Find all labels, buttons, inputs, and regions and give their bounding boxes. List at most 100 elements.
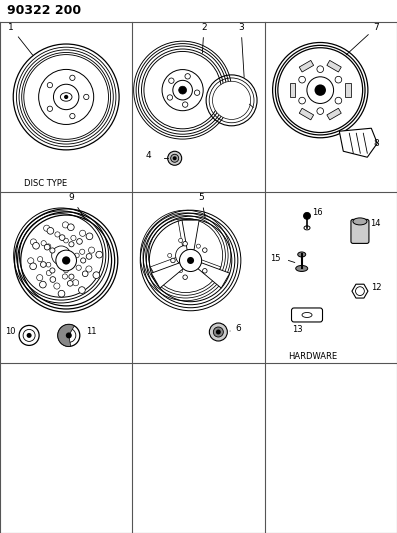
Circle shape: [70, 75, 75, 80]
Text: 8: 8: [373, 139, 379, 148]
Circle shape: [27, 333, 32, 338]
Circle shape: [40, 281, 46, 288]
Circle shape: [169, 78, 174, 83]
Polygon shape: [150, 257, 179, 280]
Circle shape: [40, 262, 46, 268]
Circle shape: [44, 244, 50, 250]
Circle shape: [62, 274, 67, 279]
Circle shape: [335, 76, 342, 83]
Text: HARDWARE: HARDWARE: [289, 352, 337, 361]
Polygon shape: [327, 108, 341, 120]
Circle shape: [187, 257, 194, 264]
Circle shape: [179, 269, 183, 272]
Circle shape: [173, 156, 177, 160]
Circle shape: [168, 151, 182, 165]
Circle shape: [46, 270, 52, 276]
Text: 14: 14: [370, 219, 380, 228]
Circle shape: [168, 253, 172, 257]
Wedge shape: [58, 325, 74, 346]
Circle shape: [52, 246, 71, 265]
Circle shape: [47, 106, 52, 111]
Circle shape: [64, 268, 68, 273]
Circle shape: [77, 239, 82, 244]
Polygon shape: [345, 84, 351, 97]
Circle shape: [46, 262, 51, 267]
Ellipse shape: [302, 312, 312, 318]
Circle shape: [79, 249, 85, 254]
Text: 5: 5: [198, 193, 205, 217]
Circle shape: [212, 81, 251, 119]
Text: 6: 6: [230, 324, 241, 333]
Text: DISC TYPE: DISC TYPE: [24, 179, 67, 188]
Circle shape: [58, 290, 65, 297]
Circle shape: [41, 240, 46, 246]
Text: 9: 9: [69, 193, 85, 220]
Text: 2: 2: [201, 23, 207, 53]
Circle shape: [54, 84, 79, 110]
Circle shape: [33, 243, 39, 249]
Circle shape: [86, 233, 93, 240]
Circle shape: [46, 244, 51, 248]
Text: 90322 200: 90322 200: [7, 4, 81, 17]
Polygon shape: [178, 219, 193, 246]
Circle shape: [307, 77, 333, 103]
Circle shape: [335, 98, 342, 104]
Text: 1: 1: [8, 23, 33, 55]
Circle shape: [44, 225, 50, 231]
Circle shape: [84, 94, 89, 100]
Circle shape: [86, 266, 92, 272]
Circle shape: [75, 253, 79, 258]
Circle shape: [197, 244, 200, 248]
Circle shape: [304, 212, 310, 220]
Circle shape: [197, 263, 200, 267]
Polygon shape: [327, 60, 341, 72]
Text: 10: 10: [5, 327, 16, 336]
Circle shape: [317, 108, 324, 115]
Circle shape: [47, 228, 54, 234]
Circle shape: [81, 258, 86, 263]
Ellipse shape: [353, 218, 367, 225]
Circle shape: [202, 269, 207, 273]
Circle shape: [54, 283, 60, 289]
Circle shape: [79, 287, 85, 294]
Circle shape: [173, 80, 193, 100]
Circle shape: [171, 154, 179, 162]
Polygon shape: [198, 263, 230, 288]
Circle shape: [55, 232, 60, 237]
Circle shape: [171, 258, 175, 263]
Circle shape: [69, 241, 74, 247]
Polygon shape: [182, 220, 199, 250]
Text: 7: 7: [346, 23, 379, 55]
Circle shape: [64, 238, 68, 243]
Circle shape: [79, 230, 86, 236]
Circle shape: [66, 333, 72, 338]
Circle shape: [37, 256, 43, 262]
Circle shape: [175, 246, 195, 265]
Polygon shape: [192, 257, 221, 280]
Text: 16: 16: [312, 208, 323, 217]
Text: 11: 11: [86, 327, 96, 336]
Polygon shape: [290, 84, 295, 97]
Circle shape: [62, 222, 69, 228]
Circle shape: [299, 76, 305, 83]
Circle shape: [86, 254, 92, 259]
Polygon shape: [299, 60, 314, 72]
Text: 4: 4: [146, 151, 151, 160]
Circle shape: [93, 272, 100, 279]
Circle shape: [183, 102, 188, 107]
Ellipse shape: [298, 252, 306, 257]
Circle shape: [89, 247, 94, 253]
Ellipse shape: [60, 93, 72, 101]
Circle shape: [30, 263, 37, 270]
Circle shape: [179, 86, 187, 94]
Circle shape: [179, 249, 202, 271]
Polygon shape: [339, 128, 377, 157]
Text: 3: 3: [238, 23, 244, 77]
Text: 15: 15: [270, 254, 280, 263]
Text: 12: 12: [371, 282, 382, 292]
Circle shape: [185, 74, 190, 79]
Circle shape: [73, 280, 79, 286]
Text: 13: 13: [292, 325, 303, 334]
Circle shape: [179, 238, 183, 243]
Circle shape: [19, 326, 39, 345]
